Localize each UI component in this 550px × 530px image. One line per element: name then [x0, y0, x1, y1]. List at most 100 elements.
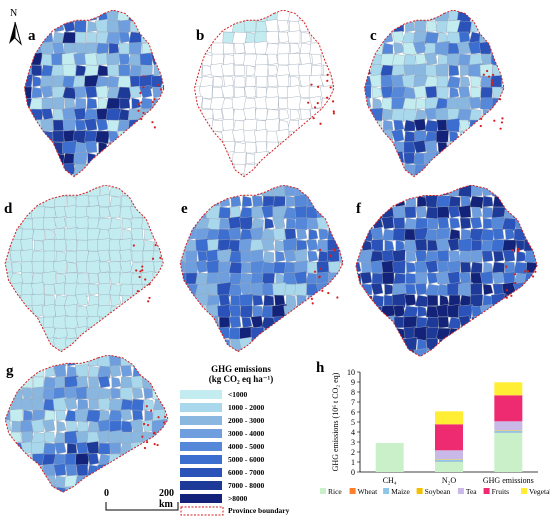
legend-class-row: >8000: [176, 494, 306, 505]
island-marker: [317, 102, 319, 104]
map-panel-b: b: [190, 10, 340, 180]
island-marker: [499, 128, 501, 130]
chart-legend-label: Maize: [391, 487, 410, 496]
bar-segment: [435, 460, 463, 462]
bar-segment: [494, 433, 522, 472]
legend-class-row: 7000 - 8000: [176, 481, 306, 492]
y-tick-label: 4: [351, 428, 355, 437]
map-panel-g: g: [0, 355, 175, 495]
island-marker: [144, 278, 146, 280]
island-marker: [142, 86, 144, 88]
island-marker: [307, 102, 309, 104]
panel-label-b: b: [196, 28, 204, 45]
legend-class-label: 1000 - 2000: [228, 403, 264, 412]
map-a: [20, 10, 170, 180]
scale-line: [104, 500, 184, 516]
map-b: [190, 10, 340, 180]
island-marker: [491, 82, 493, 84]
legend-class-row: <1000: [176, 390, 306, 401]
island-marker: [334, 250, 336, 252]
y-tick-label: 1: [351, 458, 355, 467]
island-marker: [524, 270, 526, 272]
legend-class-label: 4000 - 5000: [228, 442, 264, 451]
chart-legend-swatch: [458, 488, 464, 494]
y-tick-label: 9: [351, 378, 355, 387]
island-marker: [527, 270, 529, 272]
island-marker: [326, 97, 328, 99]
island-marker: [150, 409, 152, 411]
island-marker: [140, 118, 142, 120]
island-marker: [532, 275, 534, 277]
bar-segment: [435, 462, 463, 472]
legend-class-label: 6000 - 7000: [228, 468, 264, 477]
legend-class-label: <1000: [228, 390, 247, 399]
island-marker: [493, 120, 495, 122]
island-marker: [141, 265, 143, 267]
chart-legend-label: Fruits: [492, 487, 510, 496]
island-marker: [152, 101, 154, 103]
x-tick-label: N₂O: [442, 476, 457, 485]
legend-class-swatch: [180, 442, 222, 451]
chart-legend-swatch: [417, 488, 423, 494]
legend-class-row: 5000 - 6000: [176, 455, 306, 466]
island-marker: [514, 282, 516, 284]
island-marker: [310, 84, 312, 86]
island-marker: [480, 118, 482, 120]
map-panel-f: f: [350, 185, 545, 360]
island-marker: [333, 112, 335, 114]
island-marker: [336, 296, 338, 298]
chart-legend-label: Wheat: [358, 487, 378, 496]
legend-title-line1: GHG emissions: [176, 364, 306, 374]
panel-label-a: a: [28, 28, 36, 45]
bar-segment: [494, 395, 522, 421]
panel-label-g: g: [6, 363, 14, 380]
island-marker: [317, 86, 319, 88]
island-marker: [327, 74, 329, 76]
island-marker: [139, 92, 141, 94]
bar-segment: [435, 411, 463, 424]
legend-boundary-label: Province boundary: [228, 506, 289, 515]
island-marker: [501, 121, 503, 123]
island-marker: [330, 86, 332, 88]
county-polygons: [350, 185, 545, 360]
legend-class-swatch: [180, 481, 222, 490]
legend-boundary-row: Province boundary: [176, 506, 306, 518]
north-label: N: [10, 8, 17, 19]
island-marker: [318, 276, 320, 278]
island-marker: [160, 88, 162, 90]
county-polygons: [175, 185, 350, 355]
island-marker: [499, 98, 501, 100]
island-marker: [517, 250, 519, 252]
island-marker: [312, 302, 314, 304]
legend-class-swatch: [180, 390, 222, 399]
island-marker: [314, 271, 316, 273]
chart-legend-swatch: [320, 488, 326, 494]
chart-legend-label: Tea: [466, 487, 477, 496]
legend-class-row: 3000 - 4000: [176, 429, 306, 440]
map-d: [0, 185, 170, 355]
island-marker: [154, 126, 156, 128]
bar-segment: [494, 431, 522, 433]
legend-class-row: 1000 - 2000: [176, 403, 306, 414]
y-tick-label: 7: [351, 398, 355, 407]
legend-class-label: 2000 - 3000: [228, 416, 264, 425]
island-marker: [480, 125, 482, 127]
island-marker: [311, 298, 313, 300]
bar-segment: [435, 424, 463, 450]
island-marker: [157, 416, 159, 418]
island-marker: [157, 444, 159, 446]
island-marker: [332, 100, 334, 102]
legend-class-swatch: [180, 429, 222, 438]
bar-segment: [494, 382, 522, 395]
boundary-swatch: [180, 506, 224, 516]
county-polygons: [360, 10, 510, 180]
island-marker: [153, 98, 155, 100]
island-marker: [486, 70, 488, 72]
island-marker: [147, 300, 149, 302]
bar-segment: [494, 430, 522, 431]
island-marker: [146, 441, 148, 443]
island-marker: [321, 290, 323, 292]
